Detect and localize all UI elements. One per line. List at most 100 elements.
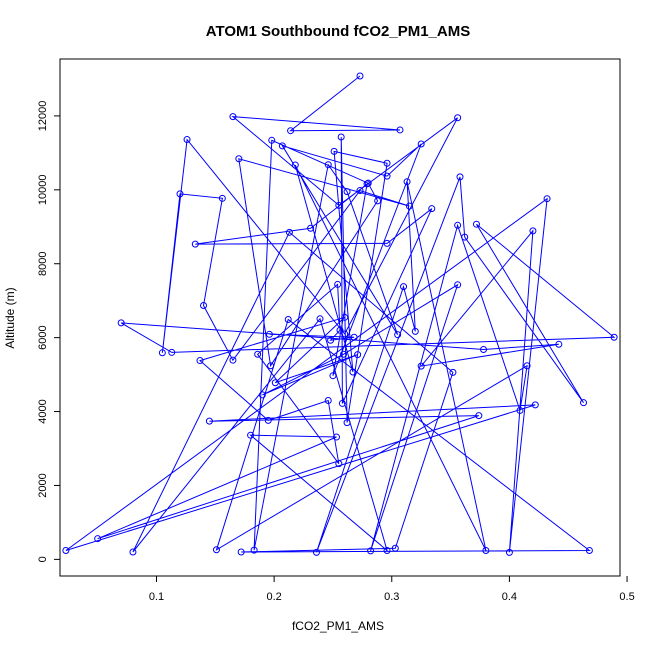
data-point (265, 330, 273, 338)
series-line (65, 75, 616, 553)
data-point (229, 356, 237, 364)
data-point (580, 399, 588, 407)
data-point (531, 401, 539, 409)
data-point (396, 126, 404, 134)
data-point (403, 178, 411, 186)
data-point (212, 546, 220, 554)
data-point (287, 127, 295, 135)
data-point (364, 179, 372, 187)
data-point (454, 114, 462, 122)
x-axis-label: fCO2_PM1_AMS (292, 619, 384, 633)
x-tick-label: 0.3 (384, 591, 399, 603)
data-point (341, 330, 349, 338)
data-point (284, 316, 292, 324)
data-point (482, 547, 490, 555)
data-point (218, 194, 226, 202)
data-point (264, 416, 272, 424)
data-point (337, 133, 345, 141)
data-point (176, 190, 184, 198)
data-point (268, 136, 276, 144)
data-point (480, 345, 488, 353)
data-point (400, 283, 408, 291)
data-point (94, 535, 102, 543)
data-point (254, 350, 262, 358)
data-point (449, 368, 457, 376)
data-point (336, 326, 344, 334)
data-point (129, 548, 137, 556)
data-point (383, 239, 391, 247)
data-point (383, 547, 391, 555)
data-point (341, 313, 349, 321)
data-point (411, 327, 419, 335)
x-tick-label: 0.4 (502, 591, 517, 603)
data-point (237, 548, 245, 556)
data-point (307, 224, 315, 232)
y-tick-label: 12000 (37, 101, 49, 132)
data-point (383, 172, 391, 180)
data-point (405, 202, 413, 210)
data-point (235, 155, 243, 163)
data-point (332, 433, 340, 441)
data-point (62, 547, 70, 555)
y-tick-label: 8000 (37, 251, 49, 275)
data-point (334, 280, 342, 288)
x-tick-label: 0.5 (619, 591, 634, 603)
data-point (117, 319, 125, 327)
data-point (349, 368, 357, 376)
data-point (585, 547, 593, 555)
chart-title: ATOM1 Southbound fCO2_PM1_AMS (206, 23, 470, 40)
data-point (329, 372, 337, 380)
data-point (454, 221, 462, 229)
data-point (367, 547, 375, 555)
data-point (250, 546, 258, 554)
x-axis: 0.1 0.2 0.3 0.4 0.5 (149, 576, 635, 603)
data-point (428, 205, 436, 213)
data-point (543, 195, 551, 203)
data-point (267, 362, 275, 370)
y-axis-label: Altitude (m) (3, 287, 17, 348)
data-point (456, 173, 464, 181)
data-point (383, 159, 391, 167)
data-point (278, 142, 286, 150)
plot-frame (59, 58, 621, 577)
data-point (417, 362, 425, 370)
data-point (291, 161, 299, 169)
data-point (343, 188, 351, 196)
y-tick-label: 4000 (37, 399, 49, 423)
data-point (330, 147, 338, 155)
data-point (196, 357, 204, 365)
series-layer (62, 72, 618, 556)
data-point (258, 391, 266, 399)
data-point (340, 350, 348, 358)
data-point (350, 333, 358, 341)
data-point (327, 336, 335, 344)
data-point (338, 399, 346, 407)
data-point (354, 351, 362, 359)
data-point (158, 349, 166, 357)
data-point (523, 362, 531, 370)
y-axis: 0 2000 4000 6000 8000 10000 12000 (37, 101, 60, 562)
data-point (285, 228, 293, 236)
data-point (394, 331, 402, 339)
data-point (356, 187, 364, 195)
data-point (356, 72, 364, 80)
data-point (505, 548, 513, 556)
data-point (343, 419, 351, 427)
data-point (555, 340, 563, 348)
x-tick-label: 0.2 (266, 591, 281, 603)
x-tick-label: 0.1 (149, 591, 164, 603)
data-point (312, 548, 320, 556)
data-point (191, 240, 199, 248)
data-point (461, 233, 469, 241)
data-point (516, 406, 524, 414)
data-point (417, 140, 425, 148)
data-point (183, 136, 191, 144)
y-tick-label: 2000 (37, 473, 49, 497)
y-tick-label: 0 (37, 556, 49, 562)
data-point (200, 301, 208, 309)
data-point (324, 396, 332, 404)
data-point (247, 431, 255, 439)
y-tick-label: 6000 (37, 325, 49, 349)
